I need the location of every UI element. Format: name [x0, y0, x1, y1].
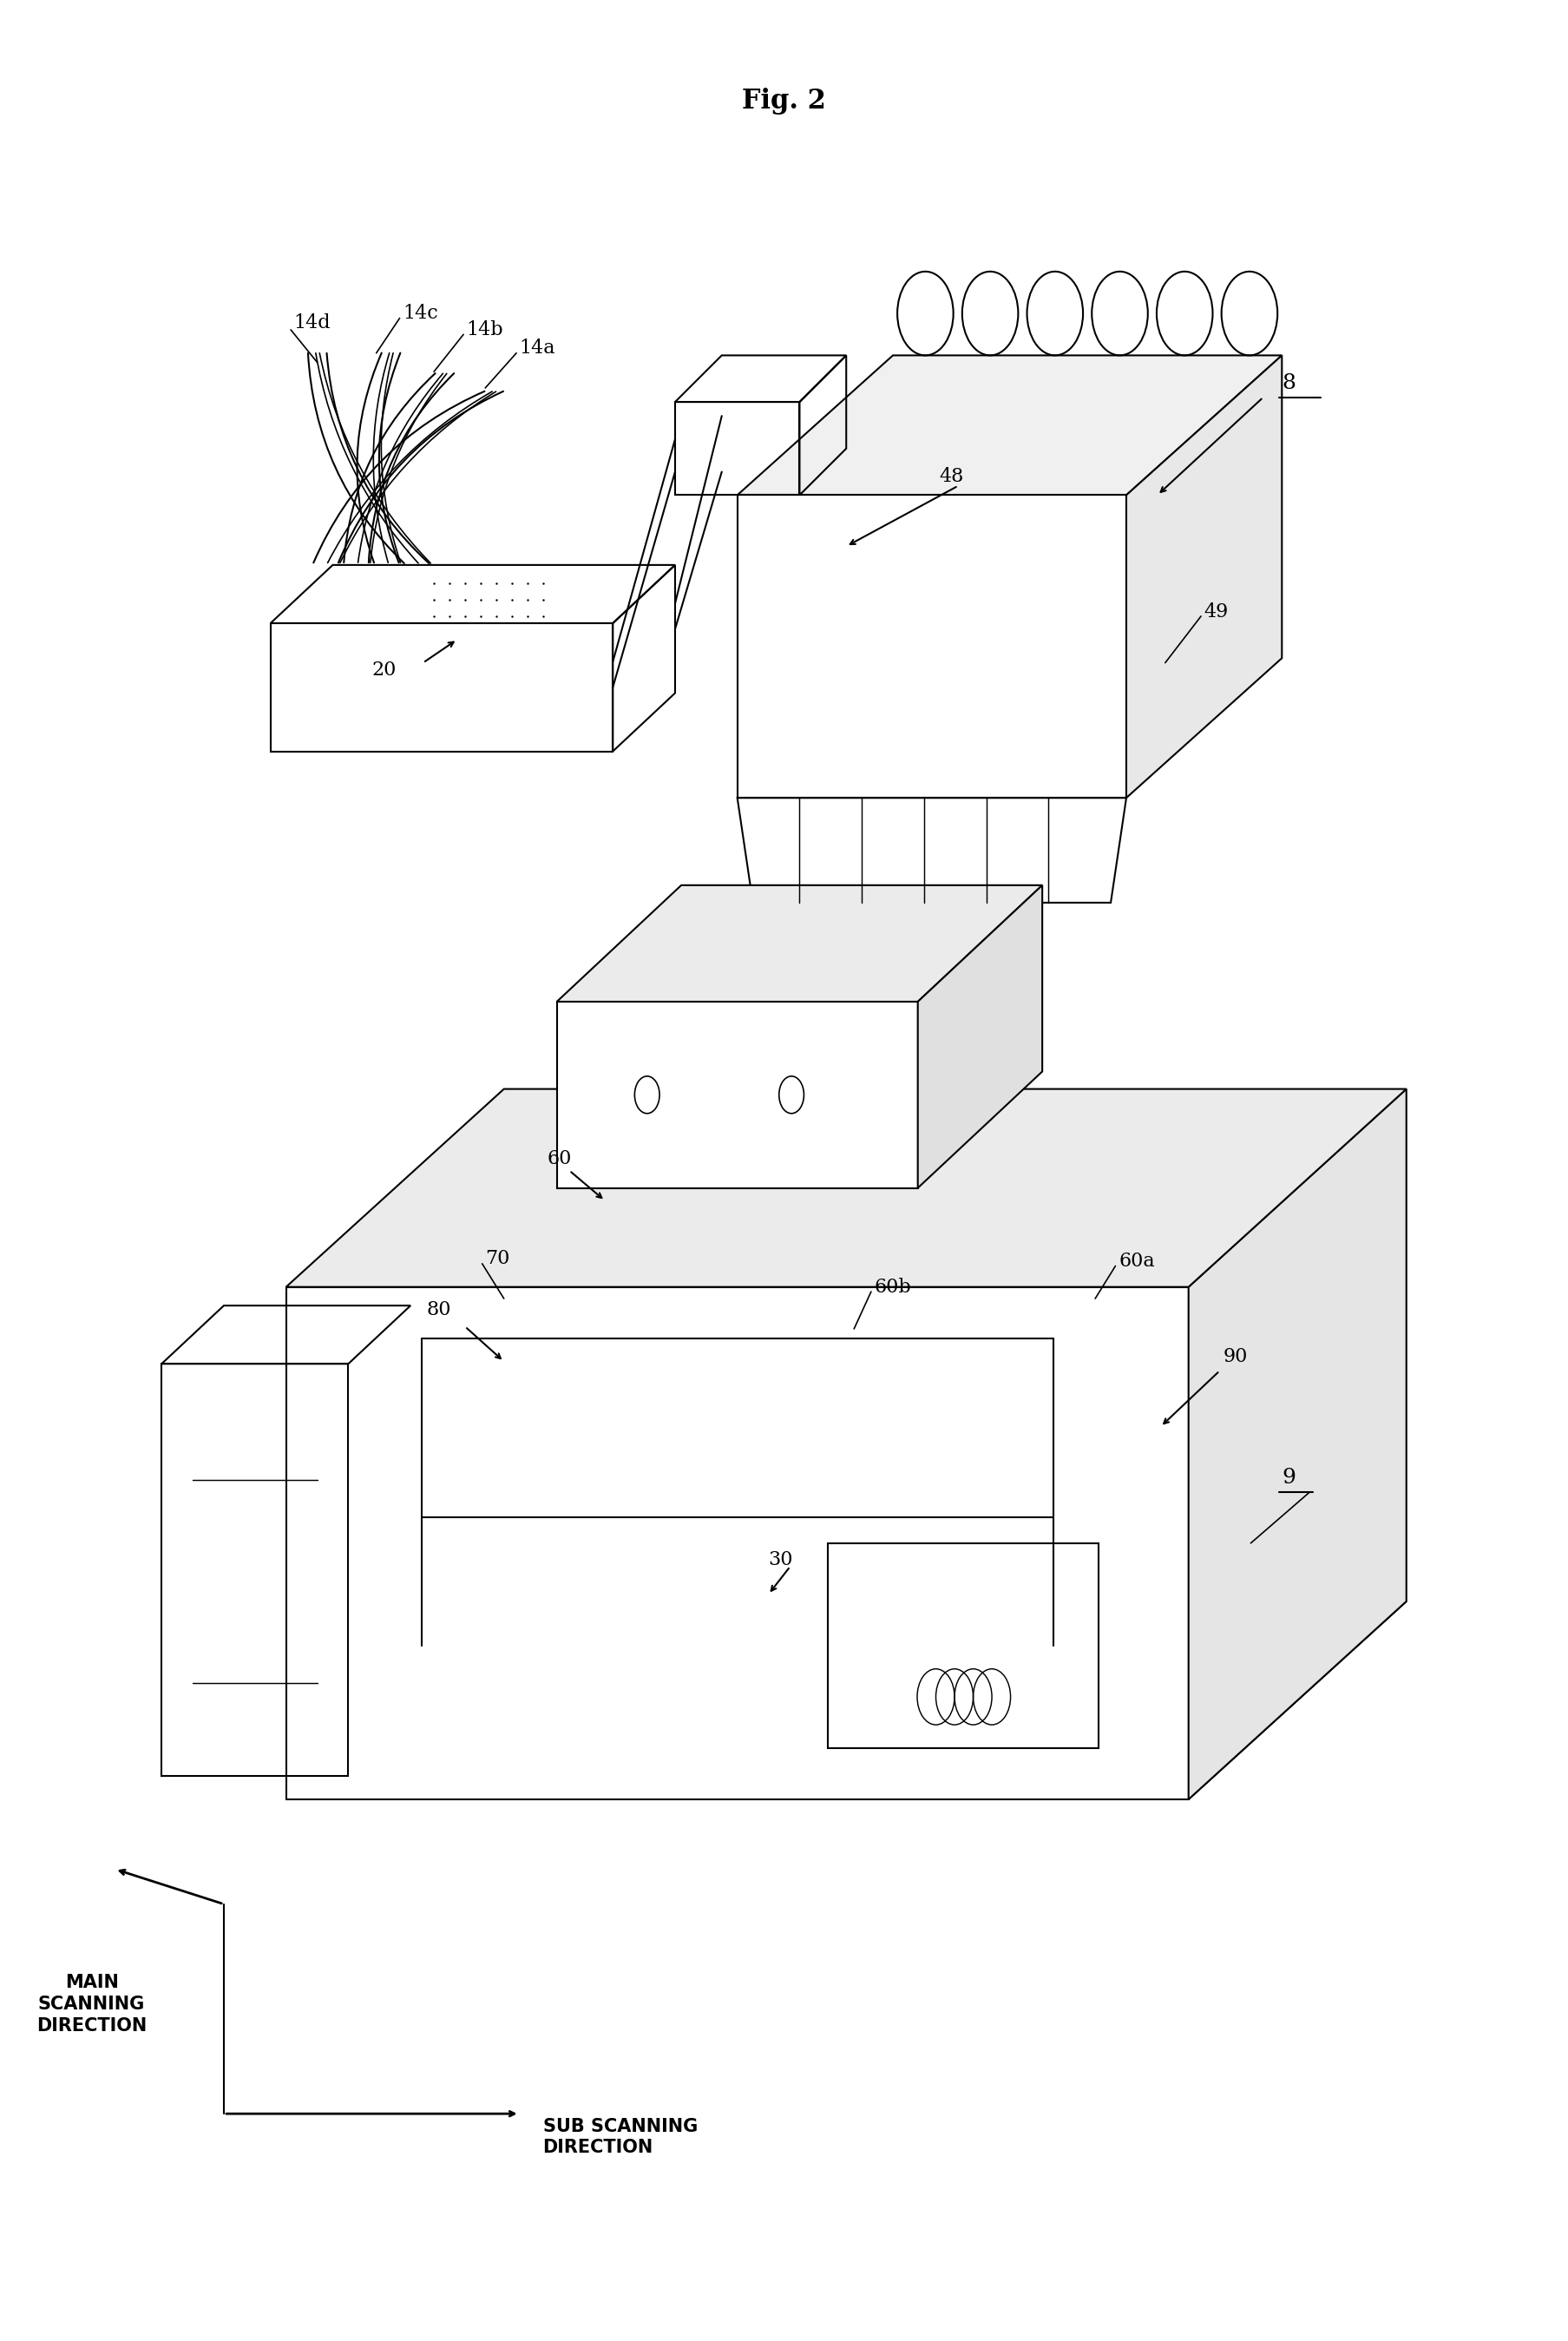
Text: 14a: 14a	[519, 339, 555, 358]
Text: 60a: 60a	[1118, 1252, 1154, 1271]
Polygon shape	[557, 885, 1043, 1002]
Polygon shape	[285, 1601, 1406, 1800]
Polygon shape	[285, 1288, 1189, 1800]
Text: 48: 48	[939, 466, 964, 487]
Text: 49: 49	[1204, 602, 1229, 620]
Text: 90: 90	[1223, 1348, 1248, 1367]
Text: MAIN
SCANNING
DIRECTION: MAIN SCANNING DIRECTION	[36, 1973, 147, 2034]
Text: 30: 30	[768, 1550, 793, 1568]
Polygon shape	[285, 1089, 1406, 1288]
Text: SUB SCANNING
DIRECTION: SUB SCANNING DIRECTION	[543, 2119, 698, 2156]
Polygon shape	[737, 494, 1126, 798]
Polygon shape	[1189, 1089, 1406, 1800]
Polygon shape	[1126, 356, 1283, 798]
Text: 60: 60	[547, 1149, 572, 1168]
Text: 60b: 60b	[875, 1278, 911, 1297]
Text: Fig. 2: Fig. 2	[742, 87, 826, 115]
Text: 14d: 14d	[293, 314, 331, 332]
Text: 20: 20	[372, 660, 397, 679]
Polygon shape	[737, 356, 1283, 494]
Text: 14c: 14c	[403, 304, 437, 323]
Text: 14b: 14b	[467, 321, 503, 339]
Text: 8: 8	[1283, 372, 1295, 393]
Text: 80: 80	[426, 1302, 452, 1320]
Polygon shape	[917, 885, 1043, 1187]
Text: 9: 9	[1283, 1468, 1295, 1489]
Text: 70: 70	[485, 1250, 510, 1269]
Polygon shape	[557, 1002, 917, 1187]
